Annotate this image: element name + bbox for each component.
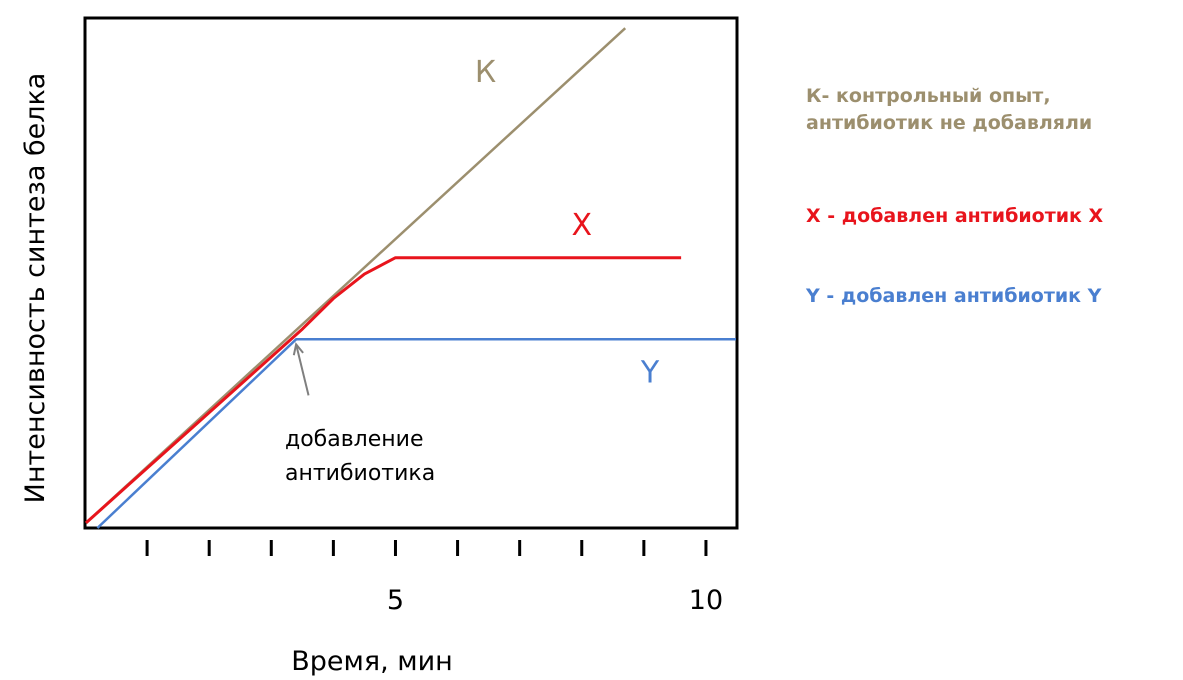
x-axis-label: Время, мин: [291, 646, 453, 677]
x-tick-label: 5: [387, 585, 404, 616]
series-layer: [84, 27, 736, 529]
annotation-text: антибиотика: [285, 461, 435, 486]
series-label-x: X: [571, 208, 592, 243]
series-label-y: Y: [640, 356, 660, 391]
annotation-text: добавление: [285, 427, 424, 452]
annotation: добавление антибиотика: [285, 342, 435, 486]
x-axis-tick-labels: 5 10: [387, 585, 723, 616]
legend-item-k-line2: антибиотик не добавляли: [806, 112, 1093, 134]
legend-item-k: К- контрольный опыт,: [806, 85, 1051, 107]
series-label-к: К: [475, 55, 496, 90]
x-tick-label: 10: [689, 585, 723, 616]
x-axis-ticks: [145, 540, 708, 556]
y-axis-label: Интенсивность синтеза белка: [20, 73, 51, 504]
legend-item-x: X - добавлен антибиотик X: [806, 205, 1104, 227]
annotation-arrow: [295, 344, 310, 396]
series-line-y: [96, 338, 736, 529]
annotation-arrowhead: [292, 342, 304, 356]
plot-frame: [83, 16, 739, 530]
series-labels: К X Y: [475, 55, 660, 391]
legend-item-y: Y - добавлен антибиотик Y: [806, 285, 1102, 307]
series-line-x: [84, 256, 682, 525]
